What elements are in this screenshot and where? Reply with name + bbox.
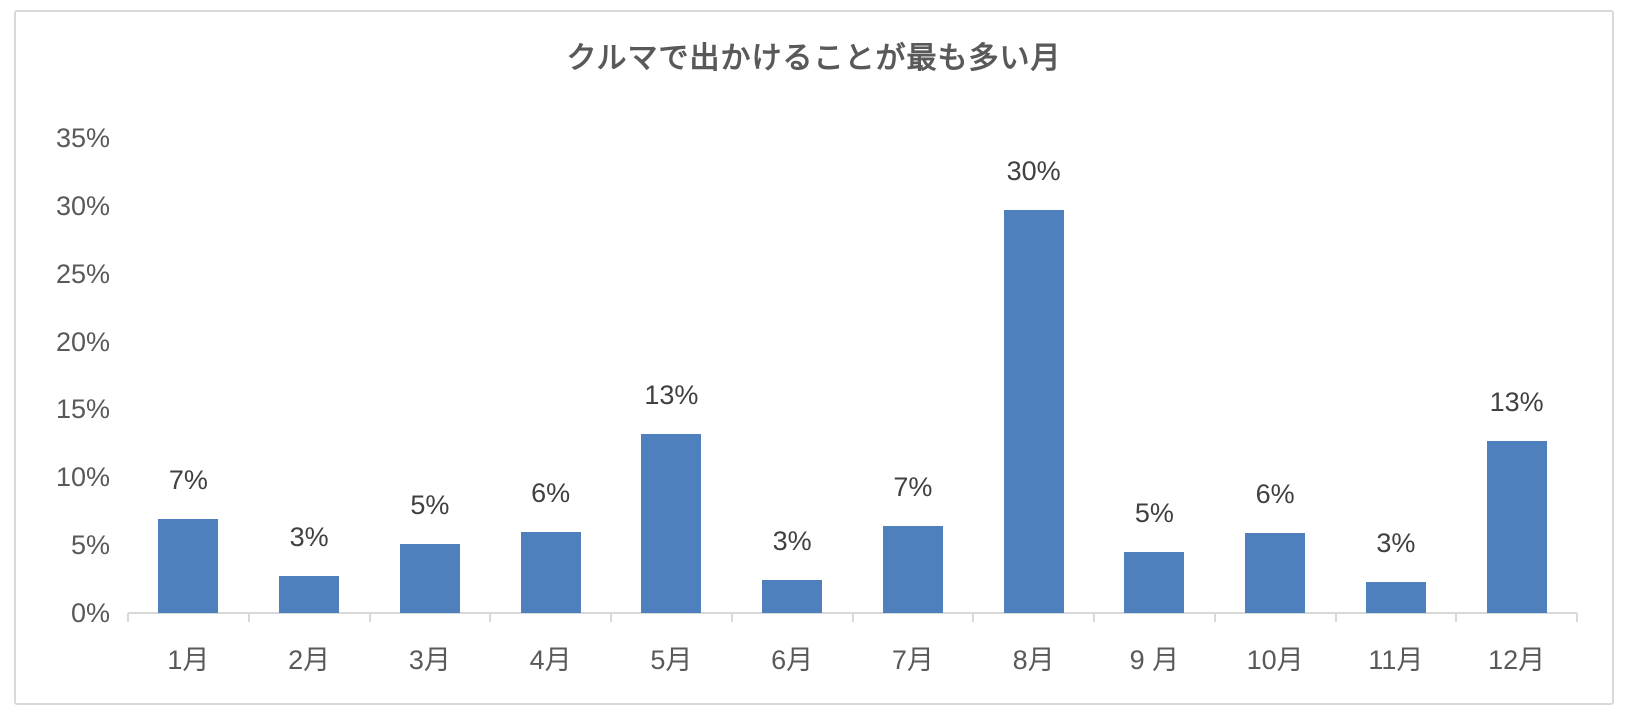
- x-axis-label: 4月: [529, 645, 572, 675]
- bar-value-label: 7%: [168, 465, 208, 496]
- bar-value-label: 3%: [772, 526, 812, 557]
- x-axis-tick: [1334, 613, 1337, 622]
- bar-value-label: 7%: [893, 472, 933, 503]
- x-axis-tick: [368, 613, 371, 622]
- bar[interactable]: [158, 519, 219, 613]
- bar-value-label: 30%: [1006, 155, 1061, 186]
- y-axis-tick-label: 35%: [55, 123, 110, 154]
- x-axis-tick: [972, 613, 975, 622]
- x-axis-tick: [127, 613, 129, 622]
- x-axis-label: 8月: [1012, 645, 1055, 675]
- bar-value-label: 5%: [1134, 497, 1174, 528]
- x-axis-tick: [489, 613, 492, 622]
- x-axis-label: 3月: [408, 645, 451, 675]
- y-axis-tick-label: 10%: [55, 462, 110, 493]
- x-axis-label: 1月: [167, 645, 210, 675]
- bar-value-label: 3%: [289, 522, 329, 553]
- bar[interactable]: [882, 526, 943, 613]
- x-axis-tick: [730, 613, 733, 622]
- x-axis-tick: [1213, 613, 1216, 622]
- y-axis-tick-label: 25%: [55, 258, 110, 289]
- x-axis-label: 5月: [650, 645, 693, 675]
- y-axis-tick-label: 30%: [55, 190, 110, 221]
- x-axis-tick: [610, 613, 612, 622]
- bar[interactable]: [641, 433, 702, 613]
- y-axis-tick-label: 5%: [70, 530, 110, 561]
- bar[interactable]: [1003, 209, 1064, 613]
- bar[interactable]: [279, 576, 340, 613]
- y-axis-tick-label: 20%: [55, 326, 110, 357]
- x-axis-label: 6月: [771, 645, 814, 675]
- x-axis-label: 10月: [1246, 645, 1304, 675]
- bar-value-label: 6%: [1255, 478, 1295, 509]
- x-axis-label: 2月: [288, 645, 331, 675]
- x-axis-tick: [1455, 613, 1458, 622]
- bar-value-label: 3%: [1376, 527, 1416, 558]
- x-axis-tick: [1576, 613, 1578, 622]
- bar[interactable]: [399, 543, 460, 613]
- x-axis-tick: [247, 613, 250, 622]
- x-axis-label: 7月: [891, 645, 934, 675]
- bar-value-label: 13%: [644, 379, 699, 410]
- x-axis-label: 12月: [1488, 645, 1546, 675]
- bar[interactable]: [1486, 440, 1547, 613]
- bar[interactable]: [520, 531, 581, 613]
- bar[interactable]: [1124, 551, 1185, 613]
- bar[interactable]: [762, 580, 823, 613]
- bar[interactable]: [1245, 532, 1306, 613]
- x-axis-label: 11月: [1368, 645, 1424, 675]
- x-axis-tick: [1093, 613, 1095, 622]
- y-axis-tick-label: 15%: [55, 394, 110, 425]
- bar-value-label: 6%: [531, 477, 571, 508]
- bar[interactable]: [1365, 581, 1426, 613]
- x-axis-label: 9 月: [1129, 645, 1180, 675]
- y-axis-tick-label: 0%: [70, 598, 110, 628]
- bar-value-label: 13%: [1489, 386, 1544, 417]
- bar-value-label: 5%: [410, 489, 450, 520]
- chart-title: クルマで出かけることが最も多い月: [566, 42, 1062, 75]
- x-axis-tick: [851, 613, 854, 622]
